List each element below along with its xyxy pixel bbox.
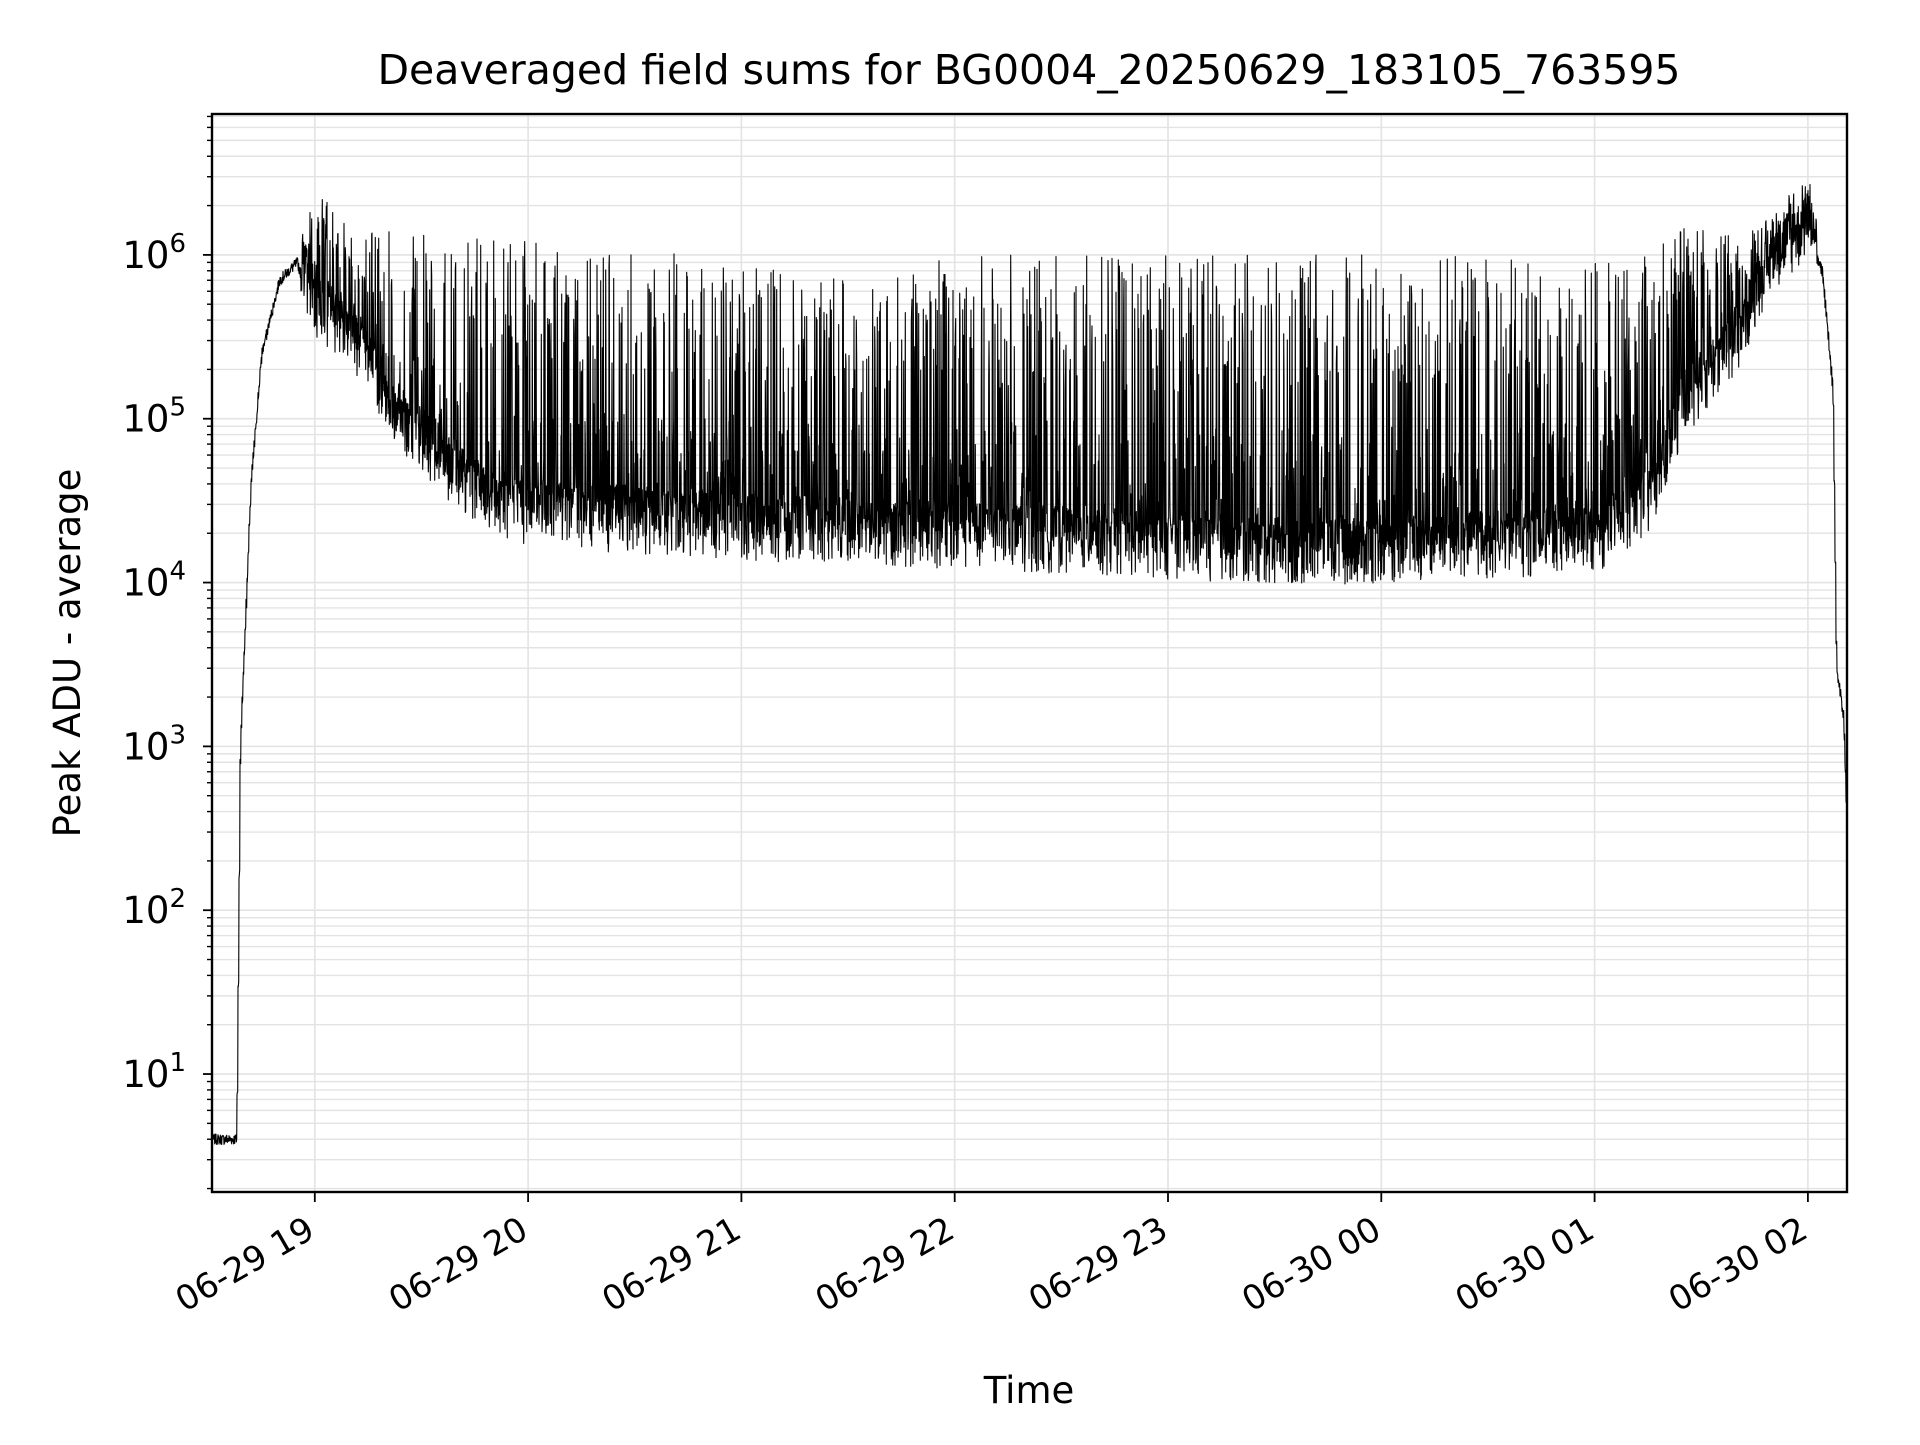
y-tick-label: 103	[122, 720, 186, 768]
y-tick-label: 106	[122, 229, 186, 277]
y-tick-label: 105	[122, 393, 186, 441]
y-axis-label: Peak ADU - average	[46, 469, 89, 838]
y-tick-label: 102	[122, 884, 186, 932]
chart-title: Deaveraged field sums for BG0004_2025062…	[377, 46, 1680, 94]
grid-layer	[212, 114, 1847, 1192]
y-tick-label: 104	[122, 557, 186, 605]
y-tick-label: 101	[122, 1048, 186, 1096]
plot-frame	[210, 112, 1849, 1194]
series-line	[211, 183, 1849, 1146]
x-axis-label: Time	[983, 1369, 1075, 1412]
line-layer	[211, 183, 1849, 1146]
